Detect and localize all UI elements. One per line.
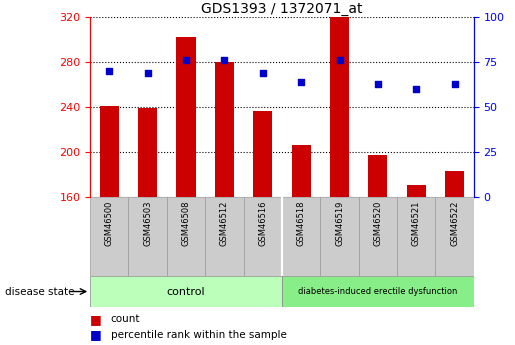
Bar <box>368 155 387 197</box>
Bar <box>291 145 311 197</box>
Text: percentile rank within the sample: percentile rank within the sample <box>111 330 287 339</box>
Text: GSM46512: GSM46512 <box>220 200 229 246</box>
Text: GSM46500: GSM46500 <box>105 200 114 246</box>
Bar <box>320 197 358 276</box>
Bar <box>100 106 119 197</box>
Bar <box>244 197 282 276</box>
Text: GSM46521: GSM46521 <box>412 200 421 246</box>
Point <box>259 70 267 76</box>
Text: ■: ■ <box>90 313 102 326</box>
Text: ■: ■ <box>90 328 102 341</box>
Bar <box>445 171 464 197</box>
Bar <box>330 16 349 197</box>
Point <box>220 58 229 63</box>
Bar <box>282 276 474 307</box>
Point <box>105 68 113 74</box>
Bar <box>397 197 436 276</box>
Point <box>297 79 305 85</box>
Bar <box>358 197 397 276</box>
Title: GDS1393 / 1372071_at: GDS1393 / 1372071_at <box>201 2 363 16</box>
Text: GSM46522: GSM46522 <box>450 200 459 246</box>
Text: diabetes-induced erectile dysfunction: diabetes-induced erectile dysfunction <box>298 287 457 296</box>
Point <box>412 86 420 92</box>
Text: GSM46518: GSM46518 <box>297 200 305 246</box>
Bar <box>282 197 320 276</box>
Bar <box>215 62 234 197</box>
Text: GSM46519: GSM46519 <box>335 200 344 246</box>
Bar <box>407 185 426 197</box>
Bar <box>167 197 205 276</box>
Text: GSM46516: GSM46516 <box>259 200 267 246</box>
Text: GSM46520: GSM46520 <box>373 200 382 246</box>
Text: disease state: disease state <box>5 287 75 296</box>
Bar <box>129 197 167 276</box>
Bar <box>436 197 474 276</box>
Bar <box>177 38 196 197</box>
Point <box>182 58 190 63</box>
Point <box>374 81 382 86</box>
Bar <box>90 276 282 307</box>
Text: GSM46503: GSM46503 <box>143 200 152 246</box>
Point <box>144 70 152 76</box>
Text: GSM46508: GSM46508 <box>182 200 191 246</box>
Text: control: control <box>167 287 205 296</box>
Bar <box>138 108 157 197</box>
Bar <box>253 111 272 197</box>
Point <box>335 58 344 63</box>
Bar <box>205 197 244 276</box>
Text: count: count <box>111 314 140 324</box>
Point <box>451 81 459 86</box>
Bar <box>90 197 129 276</box>
